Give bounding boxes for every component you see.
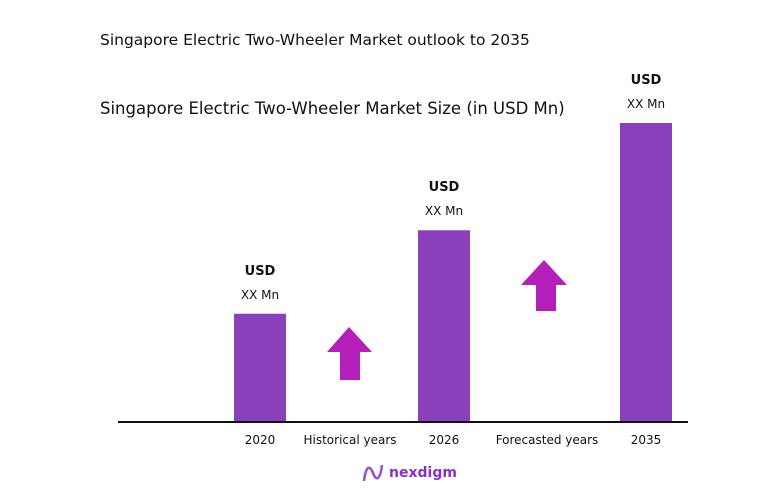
nexdigm-logo: nexdigm <box>362 463 457 483</box>
up-arrow-icon <box>327 327 372 380</box>
bar-2026 <box>418 230 470 421</box>
chart-subtitle: Singapore Electric Two-Wheeler Market Si… <box>100 99 565 118</box>
x-tick-label: 2035 <box>630 433 662 447</box>
period-label-historical: Historical years <box>303 433 397 447</box>
period-label-forecast: Forecasted years <box>495 433 599 447</box>
data-label-value: XX Mn <box>626 97 666 111</box>
logo-text: nexdigm <box>389 465 457 481</box>
x-tick-label: 2026 <box>428 433 460 447</box>
chart-title: Singapore Electric Two-Wheeler Market ou… <box>100 31 530 49</box>
up-arrow-icon <box>521 260 567 311</box>
logo-icon <box>362 464 384 482</box>
data-label-currency: USD <box>244 263 276 279</box>
data-label-currency: USD <box>630 73 662 88</box>
data-label-value: XX Mn <box>240 287 280 302</box>
data-label-currency: USD <box>428 180 460 196</box>
data-label-value: XX Mn <box>424 204 464 219</box>
x-tick-label: 2020 <box>244 433 276 447</box>
bar-2035 <box>620 123 672 421</box>
bar-2020 <box>234 313 286 421</box>
